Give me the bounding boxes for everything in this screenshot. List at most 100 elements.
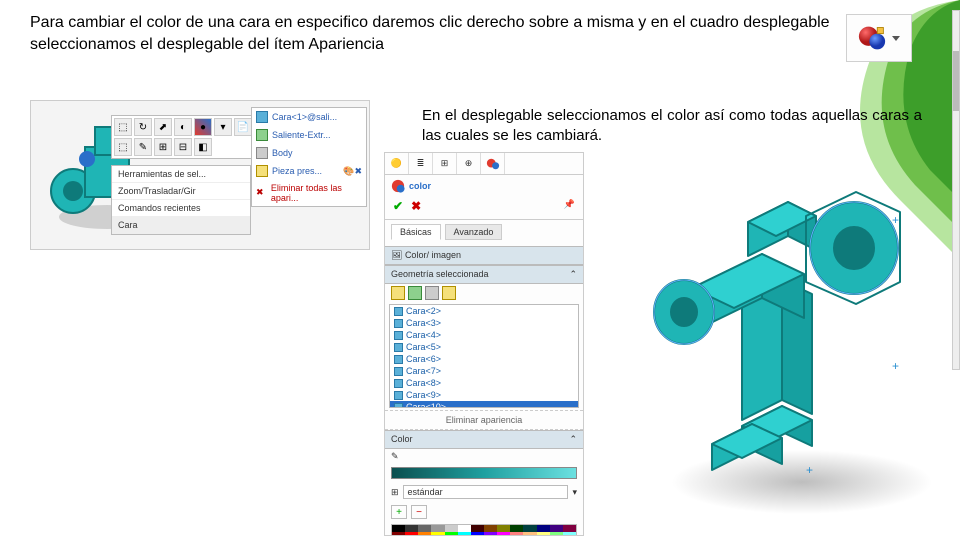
color-swatch[interactable] xyxy=(392,525,405,532)
color-swatch[interactable] xyxy=(563,525,576,532)
color-swatch[interactable] xyxy=(523,532,536,536)
remove-swatch-button[interactable]: − xyxy=(411,505,427,519)
color-swatch[interactable] xyxy=(471,525,484,532)
collapse-icon[interactable]: ⌃ xyxy=(569,269,577,280)
tab-appearance-icon[interactable] xyxy=(481,153,505,174)
section-color-label: Color xyxy=(391,434,413,445)
filter-body-icon[interactable] xyxy=(425,286,439,300)
color-swatch[interactable] xyxy=(431,525,444,532)
color-swatch[interactable] xyxy=(563,532,576,536)
tool-icon[interactable]: 📄 xyxy=(234,118,252,136)
color-sphere-icon xyxy=(391,179,405,193)
color-swatch[interactable] xyxy=(418,525,431,532)
color-swatch[interactable] xyxy=(537,525,550,532)
color-swatch[interactable] xyxy=(537,532,550,536)
submenu-item-body[interactable]: Body xyxy=(252,144,366,162)
color-swatch[interactable] xyxy=(405,525,418,532)
color-swatch[interactable] xyxy=(405,532,418,536)
tool-icon[interactable]: ⬈ xyxy=(154,118,172,136)
color-swatch[interactable] xyxy=(510,525,523,532)
subtab-basic[interactable]: Básicas xyxy=(391,224,441,240)
subtab-advanced[interactable]: Avanzado xyxy=(445,224,503,240)
color-swatch[interactable] xyxy=(510,532,523,536)
appearance-tool-icon[interactable]: ● xyxy=(194,118,212,136)
tab-icon[interactable]: 🟡 xyxy=(385,153,409,174)
preset-select[interactable]: estándar xyxy=(403,485,569,499)
pencil-icon[interactable]: ✎ xyxy=(385,449,583,464)
tool-icon[interactable]: ⬚ xyxy=(114,118,132,136)
color-swatch[interactable] xyxy=(497,525,510,532)
cancel-button[interactable]: ✖ xyxy=(411,199,421,213)
tool-icon[interactable]: ✎ xyxy=(134,138,152,156)
context-menu-item[interactable]: Comandos recientes xyxy=(112,200,250,217)
submenu-item-face[interactable]: Cara<1>@sali... xyxy=(252,108,366,126)
color-swatch[interactable] xyxy=(550,532,563,536)
tool-icon[interactable]: ⊟ xyxy=(174,138,192,156)
3d-model-viewport[interactable]: + + + xyxy=(592,152,952,532)
submenu-item-remove-all[interactable]: ✖Eliminar todas las apari... xyxy=(252,180,366,206)
tool-icon[interactable]: ↻ xyxy=(134,118,152,136)
face-list-item[interactable]: Cara<3> xyxy=(390,317,578,329)
appearance-submenu[interactable]: Cara<1>@sali... Saliente-Extr... Body Pi… xyxy=(251,107,367,207)
color-swatch[interactable] xyxy=(445,525,458,532)
color-swatch[interactable] xyxy=(418,532,431,536)
svg-text:+: + xyxy=(892,359,899,373)
pushpin-icon[interactable]: 📌 xyxy=(564,199,575,213)
viewport-scrollbar[interactable] xyxy=(952,10,960,370)
color-swatch[interactable] xyxy=(550,525,563,532)
svg-text:+: + xyxy=(892,213,899,227)
submenu-item-part[interactable]: Pieza pres...🎨✖ xyxy=(252,162,366,180)
color-gradient-bar[interactable] xyxy=(391,467,577,479)
tool-icon[interactable]: ◐ xyxy=(174,118,192,136)
color-swatch[interactable] xyxy=(523,525,536,532)
context-menu-item[interactable]: Herramientas de sel... xyxy=(112,166,250,183)
face-list-item[interactable]: Cara<4> xyxy=(390,329,578,341)
context-menu-list[interactable]: Herramientas de sel... Zoom/Trasladar/Gi… xyxy=(111,165,251,235)
face-list-item[interactable]: Cara<5> xyxy=(390,341,578,353)
face-list-item[interactable]: Cara<2> xyxy=(390,305,578,317)
selected-faces-list[interactable]: Cara<2>Cara<3>Cara<4>Cara<5>Cara<6>Cara<… xyxy=(389,304,579,408)
context-mini-toolbar[interactable]: ⬚ ↻ ⬈ ◐ ● ▾ 📄 ⬚ ✎ ⊞ ⊟ ◧ xyxy=(111,115,261,159)
color-swatch[interactable] xyxy=(458,532,471,536)
add-swatch-button[interactable]: + xyxy=(391,505,407,519)
confirm-button[interactable]: ✔ xyxy=(393,199,403,213)
face-list-item[interactable]: Cara<10> xyxy=(390,401,578,408)
remove-appearance-link[interactable]: Eliminar apariencia xyxy=(385,410,583,430)
tool-icon[interactable]: ▾ xyxy=(214,118,232,136)
context-menu-screenshot: ⬚ ↻ ⬈ ◐ ● ▾ 📄 ⬚ ✎ ⊞ ⊟ ◧ Herramientas de … xyxy=(30,100,370,250)
scrollbar-thumb[interactable] xyxy=(953,51,959,111)
tab-icon[interactable]: ⊕ xyxy=(457,153,481,174)
panel-title: color xyxy=(409,181,431,191)
tool-icon[interactable]: ⬚ xyxy=(114,138,132,156)
sub-paragraph: En el desplegable seleccionamos el color… xyxy=(422,106,922,147)
color-swatch[interactable] xyxy=(458,525,471,532)
submenu-item-extrude[interactable]: Saliente-Extr... xyxy=(252,126,366,144)
tab-icon[interactable]: ≣ xyxy=(409,153,433,174)
filter-face-icon[interactable] xyxy=(391,286,405,300)
appearance-dropdown-button[interactable] xyxy=(846,14,912,62)
tool-icon[interactable]: ⊞ xyxy=(154,138,172,156)
face-list-item[interactable]: Cara<6> xyxy=(390,353,578,365)
panel-top-tabs[interactable]: 🟡 ≣ ⊞ ⊕ xyxy=(385,153,583,175)
color-swatch[interactable] xyxy=(484,532,497,536)
color-swatch[interactable] xyxy=(497,532,510,536)
color-swatch[interactable] xyxy=(392,532,405,536)
chevron-down-icon xyxy=(892,36,900,41)
appearance-property-panel: 🟡 ≣ ⊞ ⊕ color ✔ ✖ 📌 Básicas Avanzado 🖼 C… xyxy=(384,152,584,536)
dropdown-caret-icon[interactable]: ▾ xyxy=(572,487,577,498)
filter-part-icon[interactable] xyxy=(442,286,456,300)
tab-icon[interactable]: ⊞ xyxy=(433,153,457,174)
tool-icon[interactable]: ◧ xyxy=(194,138,212,156)
collapse-icon[interactable]: ⌃ xyxy=(569,434,577,445)
filter-feature-icon[interactable] xyxy=(408,286,422,300)
color-swatch[interactable] xyxy=(431,532,444,536)
color-swatch[interactable] xyxy=(445,532,458,536)
color-swatch[interactable] xyxy=(471,532,484,536)
color-swatch-grid[interactable] xyxy=(391,524,577,536)
context-menu-item[interactable]: Zoom/Trasladar/Gir xyxy=(112,183,250,200)
face-list-item[interactable]: Cara<8> xyxy=(390,377,578,389)
face-list-item[interactable]: Cara<9> xyxy=(390,389,578,401)
swatch-grid-icon[interactable]: ⊞ xyxy=(391,487,399,498)
color-swatch[interactable] xyxy=(484,525,497,532)
face-list-item[interactable]: Cara<7> xyxy=(390,365,578,377)
